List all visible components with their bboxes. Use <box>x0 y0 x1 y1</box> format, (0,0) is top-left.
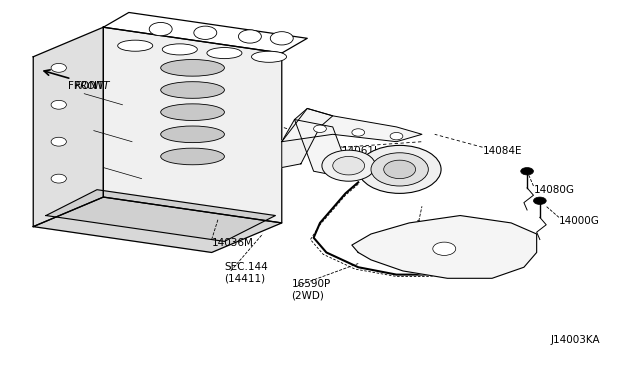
Text: FRONT: FRONT <box>68 81 104 91</box>
Polygon shape <box>282 109 333 167</box>
Ellipse shape <box>161 82 225 98</box>
Text: 14036M: 14036M <box>212 238 253 248</box>
Circle shape <box>51 137 67 146</box>
Circle shape <box>333 157 365 175</box>
Text: J14003KA: J14003KA <box>551 335 600 345</box>
Circle shape <box>534 197 546 205</box>
Circle shape <box>149 22 172 36</box>
Ellipse shape <box>161 148 225 165</box>
Circle shape <box>384 160 415 179</box>
Polygon shape <box>294 119 352 179</box>
Ellipse shape <box>161 104 225 121</box>
Polygon shape <box>282 109 422 142</box>
Circle shape <box>371 153 428 186</box>
Text: 14061B: 14061B <box>415 220 456 230</box>
Polygon shape <box>103 13 307 53</box>
Text: 16590P
(2WD): 16590P (2WD) <box>291 279 331 300</box>
Circle shape <box>51 174 67 183</box>
Polygon shape <box>352 215 537 278</box>
Ellipse shape <box>163 44 197 55</box>
Circle shape <box>390 132 403 140</box>
Circle shape <box>352 129 365 136</box>
Circle shape <box>314 125 326 132</box>
Circle shape <box>521 167 534 175</box>
Text: 14061J: 14061J <box>342 146 378 156</box>
Text: 14080G: 14080G <box>534 185 575 195</box>
Circle shape <box>358 145 441 193</box>
Circle shape <box>239 30 261 43</box>
Text: SEC.144
(14411): SEC.144 (14411) <box>225 262 268 283</box>
Polygon shape <box>46 190 275 241</box>
Text: FRONT: FRONT <box>75 81 110 91</box>
Polygon shape <box>33 27 103 227</box>
Polygon shape <box>103 27 282 223</box>
Polygon shape <box>33 197 282 253</box>
Ellipse shape <box>118 40 153 51</box>
Ellipse shape <box>161 60 225 76</box>
Text: 14084E: 14084E <box>483 146 522 156</box>
Text: 14000G: 14000G <box>559 216 600 226</box>
Circle shape <box>270 32 293 45</box>
Ellipse shape <box>252 51 287 62</box>
Ellipse shape <box>207 48 242 59</box>
Circle shape <box>51 100 67 109</box>
Circle shape <box>51 63 67 72</box>
Ellipse shape <box>161 126 225 142</box>
Circle shape <box>322 150 376 181</box>
Circle shape <box>433 242 456 256</box>
Circle shape <box>194 26 217 39</box>
